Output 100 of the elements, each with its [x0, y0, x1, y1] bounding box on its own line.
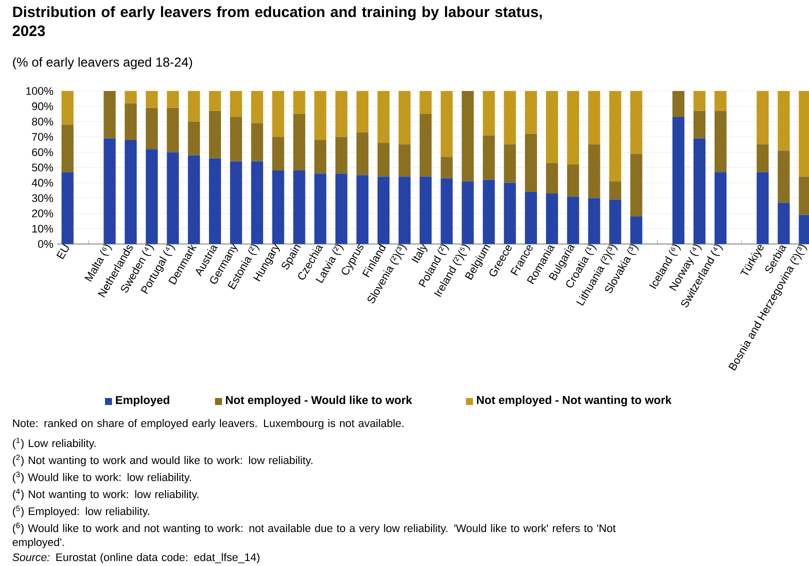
bar: [166, 152, 179, 244]
bar: [482, 135, 495, 180]
bar: [251, 123, 264, 162]
bar: [398, 176, 411, 244]
bar: [778, 150, 790, 203]
bar: [714, 91, 727, 111]
bar: [335, 136, 348, 174]
bar: [546, 162, 558, 194]
text: ($^{4}$) Not wanting to work: low reliability.: [12, 488, 198, 500]
bar: [104, 138, 116, 244]
bar: [378, 91, 390, 144]
legend-label: Employed: [116, 396, 170, 406]
bar: [62, 172, 74, 244]
bar: [693, 138, 706, 244]
y-tick-label: 90%: [32, 102, 54, 110]
bar: [293, 114, 306, 171]
bar: [524, 134, 537, 192]
bar: [778, 202, 790, 244]
text: ($^{1}$) Low reliability.: [12, 438, 96, 450]
y-tick-label: 0%: [38, 240, 54, 248]
text: ($^{2}$) Not wanting to work and would like to work: low reliability.: [12, 454, 312, 466]
y-tick-label: 30%: [32, 194, 54, 202]
bar: [420, 91, 432, 114]
bar: [693, 110, 706, 138]
bar: [693, 91, 706, 111]
bar: [166, 91, 179, 108]
bar: [440, 178, 453, 244]
bar: [188, 155, 200, 244]
legend-label: Not employed - Not wanting to work: [476, 396, 672, 406]
bar: [146, 91, 158, 108]
bar: [293, 91, 306, 114]
bar: [672, 91, 684, 118]
bar: [124, 91, 137, 104]
text: ($^{6}$) Would like to work and not wanting to work: not available due to a very low reliability. 'Would like to work' refers to 'Not employed'.: [12, 522, 616, 548]
bar: [756, 144, 769, 172]
bar: [398, 91, 411, 145]
bar: [208, 110, 221, 158]
bar: [356, 91, 368, 132]
bar: [188, 122, 200, 156]
bar: [609, 200, 622, 244]
text: ($^{5}$) Employed: low reliability.: [12, 506, 150, 518]
bar: [504, 182, 516, 244]
bar: [420, 176, 432, 244]
bar: [714, 110, 727, 172]
bar: [462, 181, 474, 244]
bar: [524, 192, 537, 244]
y-tick-label: 50%: [32, 164, 54, 172]
bar: [630, 154, 642, 216]
bar: [546, 91, 558, 163]
y-tick-label: 20%: [32, 210, 54, 218]
bar: [62, 124, 74, 172]
y-tick-label: 40%: [32, 178, 54, 187]
bar: [504, 144, 516, 183]
bar: [588, 91, 600, 145]
bar: [420, 114, 432, 177]
bar: [272, 136, 284, 171]
bar: [335, 91, 348, 137]
bar: [314, 91, 326, 140]
y-tick-label: 70%: [32, 133, 54, 141]
bar: [356, 175, 368, 244]
bar: [208, 158, 221, 244]
bar: [146, 108, 158, 150]
legend-label: Not employed - Would like to work: [226, 396, 412, 406]
bar: [230, 161, 242, 244]
bar: [756, 172, 769, 244]
bar: [378, 143, 390, 177]
bar: [778, 91, 790, 151]
bar: [314, 174, 326, 244]
bar: [166, 108, 179, 152]
bar: [609, 181, 622, 200]
y-tick-label: 80%: [32, 118, 54, 126]
bar: [272, 170, 284, 244]
bar: [440, 156, 453, 178]
bar: [62, 91, 74, 125]
y-tick-label: 60%: [32, 148, 54, 156]
bar: [482, 180, 495, 244]
bar: [672, 117, 684, 244]
text: ($^{3}$) Would like to work: low reliability.: [12, 472, 191, 484]
bar: [104, 91, 116, 138]
bar: [567, 196, 580, 244]
bar: [567, 91, 580, 164]
bar: [482, 91, 495, 136]
y-tick-label: 100%: [26, 87, 54, 95]
bar: [314, 140, 326, 174]
bar: [356, 132, 368, 176]
bar: [588, 144, 600, 198]
bar: [335, 174, 348, 244]
bar: [462, 91, 474, 182]
bar: [756, 91, 769, 145]
bar: [714, 172, 727, 244]
x-tick-label: EU: [56, 244, 69, 260]
text: Note: ranked on share of employed early leavers. Luxembourg is not available.: [13, 419, 404, 430]
bar: [251, 91, 264, 124]
bar: [378, 176, 390, 244]
bar: [609, 91, 622, 182]
bar: [630, 91, 642, 154]
bar: [124, 140, 137, 244]
bar: [230, 91, 242, 118]
bar: [524, 91, 537, 134]
bar: [146, 149, 158, 244]
